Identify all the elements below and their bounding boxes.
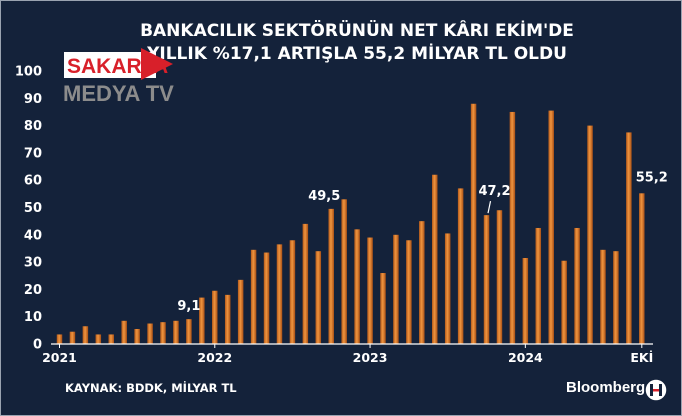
y-tick-label: 70 — [24, 146, 42, 161]
bar — [522, 258, 529, 344]
bar — [276, 244, 283, 344]
bar — [406, 240, 412, 344]
bar — [341, 199, 347, 344]
bar — [509, 111, 516, 344]
bar — [367, 237, 373, 344]
bar — [315, 251, 322, 344]
y-tick-label: 40 — [24, 228, 42, 243]
y-tick-label: 10 — [24, 310, 42, 325]
bar — [535, 227, 542, 344]
bar — [483, 215, 490, 344]
bar — [69, 331, 76, 344]
data-label: 9,1 — [177, 299, 200, 314]
bar — [108, 334, 115, 344]
bar-series — [56, 103, 645, 344]
bar — [328, 208, 334, 344]
watermark-line1: SAKARYA — [67, 55, 168, 78]
bar — [393, 234, 399, 344]
bar — [160, 322, 166, 344]
x-tick-label: EKİ — [630, 350, 653, 365]
bar — [186, 319, 192, 344]
bar — [56, 334, 63, 344]
bar — [250, 249, 257, 344]
bar — [224, 294, 231, 344]
data-label-leader — [487, 201, 492, 214]
bar — [600, 249, 606, 344]
data-labels: 9,1 49,5 47,2 55,2 — [177, 170, 667, 314]
bar — [548, 110, 554, 344]
bar — [496, 210, 503, 344]
bar — [419, 221, 425, 344]
bar — [444, 233, 451, 344]
ht-logo-icon — [644, 378, 668, 402]
y-tick-label: 60 — [24, 174, 42, 189]
bar — [95, 334, 102, 344]
bar — [354, 229, 360, 344]
y-tick-label: 80 — [24, 119, 42, 134]
bar — [82, 326, 89, 344]
bar — [587, 125, 593, 344]
data-label: 55,2 — [636, 170, 668, 185]
bar — [134, 328, 140, 344]
bar — [237, 279, 244, 344]
bar — [626, 132, 632, 344]
bar — [574, 227, 580, 344]
y-tick-label: 100 — [15, 65, 42, 80]
x-tick-label: 2021 — [42, 350, 77, 365]
bar — [263, 252, 270, 344]
bar — [380, 273, 386, 344]
bar — [121, 320, 127, 344]
bloomberg-brand: Bloomberg — [566, 379, 645, 396]
data-label: 47,2 — [478, 184, 510, 199]
source-note: KAYNAK: BDDK, MİLYAR TL — [65, 380, 237, 395]
bar — [457, 188, 464, 344]
data-label: 49,5 — [308, 189, 340, 204]
bar — [613, 251, 619, 344]
y-tick-label: 0 — [33, 338, 42, 353]
bar — [173, 320, 179, 344]
bar — [639, 193, 645, 344]
bar — [199, 297, 205, 344]
bar — [289, 240, 296, 344]
y-tick-label: 90 — [24, 92, 42, 107]
x-tick-label: 2024 — [508, 350, 543, 365]
x-axis: 2021 2022 2023 2024 EKİ — [42, 344, 653, 365]
bar — [147, 323, 153, 344]
y-tick-label: 50 — [24, 201, 42, 216]
chart-title-line2: YILLIK %17,1 ARTIŞLA 55,2 MİLYAR TL OLDU — [146, 42, 567, 64]
chart-title-line1: BANKACILIK SEKTÖRÜNÜN NET KÂRI EKİM'DE — [140, 19, 574, 41]
y-axis: 0 10 20 30 40 50 60 70 80 90 100 — [15, 65, 42, 353]
bar — [302, 223, 309, 344]
x-tick-label: 2023 — [353, 350, 388, 365]
watermark-line2: MEDYA TV — [63, 81, 174, 106]
bar — [470, 103, 477, 344]
bar — [561, 260, 567, 344]
play-icon — [141, 48, 173, 80]
y-tick-label: 30 — [24, 256, 42, 271]
bar — [212, 290, 218, 344]
bar — [432, 174, 438, 344]
y-tick-label: 20 — [24, 283, 42, 298]
x-tick-label: 2022 — [197, 350, 232, 365]
watermark-logo: SAKARYA MEDYA TV — [63, 48, 174, 106]
